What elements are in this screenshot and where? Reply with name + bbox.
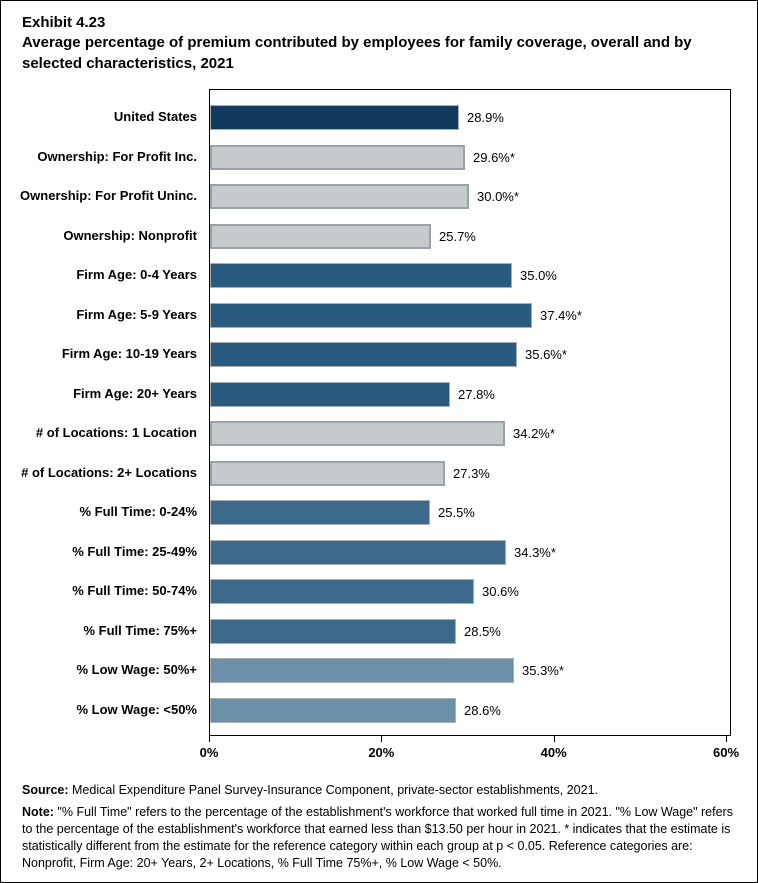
note-label: Note:: [22, 804, 54, 819]
category-label-locations: # of Locations: 2+ Locations: [21, 464, 197, 480]
value-label: 37.4%*: [540, 307, 582, 323]
exhibit-number: Exhibit 4.23: [22, 14, 106, 31]
x-axis-tick: [381, 736, 383, 742]
bar-firm-age: [210, 302, 532, 328]
value-label: 30.6%: [482, 584, 519, 599]
bar-full-time: [210, 618, 456, 644]
source-note: Source: Medical Expenditure Panel Survey…: [22, 782, 740, 800]
bar-full-time: [210, 579, 474, 604]
chart-title: Average percentage of premium contribute…: [22, 34, 692, 72]
source-label: Source:: [22, 783, 69, 797]
category-label-ownership: Ownership: For Profit Inc.: [37, 148, 197, 164]
x-axis: 0% 20% 40% 60%: [200, 736, 739, 776]
source-text: Medical Expenditure Panel Survey-Insuran…: [68, 783, 598, 797]
category-label-firm-age: Firm Age: 10-19 Years: [61, 346, 197, 361]
x-axis-tick-label: 40%: [540, 745, 567, 760]
plot-area: 28.9% 29.6%* 30.0%* 25.7% 35.0% 37.4%* 35.6%* 2…: [209, 89, 731, 736]
bar-firm-age: [210, 263, 512, 288]
bar-ownership: [210, 144, 465, 170]
bar-low-wage: [210, 697, 456, 723]
value-label: 28.9%: [467, 110, 504, 125]
category-label-firm-age: Firm Age: 20+ Years: [73, 385, 197, 401]
category-label-overall: United States: [113, 109, 197, 124]
bar-chart: 28.9% 29.6%* 30.0%* 25.7% 35.0% 37.4%* 35.6%* 2…: [1, 89, 757, 736]
x-axis-tick: [726, 736, 727, 742]
bar-low-wage: [210, 658, 514, 683]
x-axis-tick-label: 60%: [712, 745, 740, 760]
category-label-firm-age: Firm Age: 0-4 Years: [76, 267, 197, 282]
value-label: 28.5%: [464, 623, 501, 639]
value-label: 29.6%*: [473, 149, 515, 165]
bar-overall: [210, 105, 459, 130]
bar-firm-age: [210, 342, 517, 367]
value-label: 25.5%: [438, 505, 475, 520]
value-label: 27.8%: [458, 386, 495, 402]
category-label-ownership: Ownership: Nonprofit: [63, 227, 197, 243]
methodology-note: Note: "% Full Time" refers to the percen…: [22, 804, 740, 873]
bar-ownership: [210, 223, 431, 249]
bar-full-time: [210, 539, 506, 565]
category-label-locations: # of Locations: 1 Location: [35, 425, 197, 440]
value-label: 34.3%*: [514, 544, 556, 560]
category-label-ownership: Ownership: For Profit Uninc.: [20, 188, 197, 203]
value-label: 35.6%*: [525, 347, 567, 362]
value-label: 35.3%*: [522, 663, 564, 678]
bar-locations: [210, 460, 445, 486]
bar-locations: [210, 421, 505, 446]
note-text: "% Full Time" refers to the percentage o…: [22, 804, 733, 871]
category-label-full-time: % Full Time: 75%+: [83, 622, 197, 638]
category-label-full-time: % Full Time: 50-74%: [72, 583, 197, 598]
value-label: 34.2%*: [513, 426, 555, 441]
x-axis-tick: [553, 736, 555, 742]
bar-ownership: [210, 184, 469, 209]
x-axis-tick: [209, 736, 210, 742]
value-label: 25.7%: [439, 228, 476, 244]
category-label-full-time: % Full Time: 0-24%: [79, 504, 197, 519]
bar-full-time: [210, 500, 430, 525]
category-label-low-wage: % Low Wage: <50%: [76, 701, 197, 717]
value-label: 35.0%: [520, 268, 557, 283]
value-label: 27.3%: [453, 465, 490, 481]
bar-firm-age: [210, 381, 450, 407]
category-label-low-wage: % Low Wage: 50%+: [76, 662, 197, 677]
x-axis-tick-label: 20%: [368, 745, 395, 760]
title-block: Exhibit 4.23 Average percentage of premi…: [22, 13, 738, 74]
value-label: 30.0%*: [477, 189, 519, 204]
footer: Source: Medical Expenditure Panel Survey…: [22, 782, 740, 873]
category-label-firm-age: Firm Age: 5-9 Years: [76, 306, 197, 322]
value-label: 28.6%: [464, 702, 501, 718]
category-label-full-time: % Full Time: 25-49%: [72, 543, 197, 559]
x-axis-tick-label: 0%: [199, 745, 219, 760]
